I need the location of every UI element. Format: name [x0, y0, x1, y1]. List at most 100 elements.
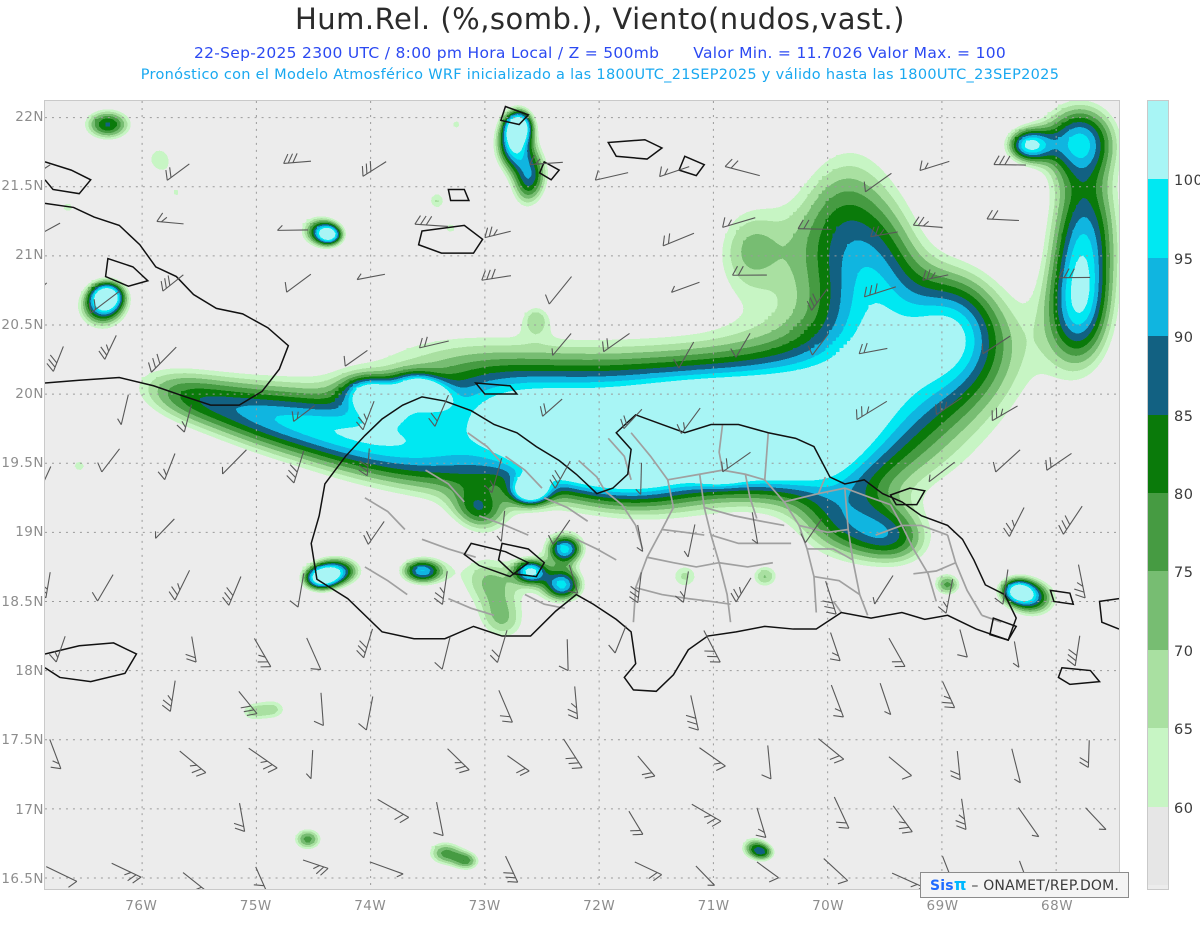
colorbar[interactable]: [1147, 100, 1169, 890]
y-tick-label: 19.5N: [1, 455, 44, 472]
province-border-17: [661, 528, 705, 536]
colorbar-band: [1148, 806, 1168, 885]
province-border-0: [630, 432, 675, 623]
coastline-tortuga: [473, 382, 519, 395]
wind-barb: [957, 629, 968, 658]
wind-barb: [620, 408, 643, 429]
coastline-cuba-east: [45, 202, 290, 406]
y-tick-label: 22N: [15, 108, 44, 125]
wind-barb: [434, 636, 451, 670]
coastline-gonave-island: [463, 542, 530, 578]
wind-barb: [356, 628, 374, 659]
wind-barb: [544, 276, 572, 305]
x-tick-label: 69W: [926, 898, 959, 914]
wind-barb: [567, 686, 579, 720]
humidity-band-90: [90, 114, 1099, 605]
wind-barb: [498, 690, 513, 723]
province-border-34: [364, 497, 406, 531]
wind-barb: [238, 691, 258, 716]
wind-barb: [222, 576, 242, 606]
wind-barb: [928, 461, 955, 483]
x-tick-label: 71W: [697, 898, 730, 914]
wind-barb: [433, 802, 444, 837]
wind-barb: [539, 398, 563, 417]
wind-barb: [563, 738, 583, 769]
y-tick-label: 18.5N: [1, 593, 44, 610]
wind-barb: [168, 570, 191, 601]
wind-barb: [447, 748, 470, 774]
wind-barb: [797, 219, 832, 230]
y-tick-label: 17.5N: [1, 732, 44, 749]
x-tick-label: 72W: [583, 898, 616, 914]
wind-barb: [858, 342, 888, 355]
wind-barb: [358, 448, 370, 477]
wind-barb: [88, 291, 120, 314]
wind-barb: [233, 803, 246, 832]
wind-barb: [165, 163, 190, 181]
province-border-21: [913, 561, 956, 575]
map-plot-area[interactable]: [44, 100, 1120, 890]
province-border-30: [467, 432, 503, 464]
x-tick-label: 75W: [239, 898, 272, 914]
wind-barb: [691, 803, 722, 827]
colorbar-band: [1148, 179, 1168, 258]
wind-barb: [503, 855, 519, 883]
colorbar-tick-label: 100: [1174, 173, 1200, 190]
wind-barb: [1066, 635, 1081, 667]
colorbar-tick-label: 75: [1174, 565, 1194, 582]
wind-barb: [45, 466, 52, 481]
wind-barb: [673, 341, 695, 369]
colorbar-tick-label: 85: [1174, 408, 1194, 425]
colorbar-band: [1148, 414, 1168, 493]
y-tick-label: 20.5N: [1, 316, 44, 333]
wind-barb: [551, 333, 572, 356]
wind-barb: [358, 696, 374, 731]
wind-barb: [547, 519, 571, 545]
wind-barb: [277, 225, 309, 231]
wind-barb: [724, 158, 760, 177]
wind-barb: [892, 805, 913, 834]
wind-barb: [829, 632, 841, 662]
wind-barb: [937, 579, 954, 614]
wind-barb: [111, 862, 142, 884]
wind-barbs-layer: [45, 153, 1107, 889]
wind-barb: [879, 683, 892, 716]
wind-barb: [756, 861, 779, 883]
wind-barb: [253, 866, 267, 889]
province-border-37: [364, 566, 408, 596]
wind-barb: [807, 333, 829, 356]
wind-barb: [355, 400, 375, 431]
y-tick-label: 16.5N: [1, 870, 44, 887]
wind-barb: [567, 564, 579, 594]
wind-barb: [922, 269, 949, 281]
wind-barb: [496, 510, 506, 542]
wind-barb: [1012, 641, 1020, 668]
province-border-20: [901, 524, 948, 536]
province-borders-layer: [364, 424, 1002, 623]
y-tick-label: 19N: [15, 524, 44, 541]
coastline-jamaica: [45, 642, 138, 683]
wind-barb: [699, 747, 726, 771]
wind-barb: [1085, 807, 1107, 830]
subtitle-line-1: 22-Sep-2025 2300 UTC / 8:00 pm Hora Loca…: [0, 44, 1200, 62]
credit-sis: Sis: [930, 878, 954, 894]
credit-badge: Sisπ – ONAMET/REP.DOM.: [920, 872, 1130, 898]
wind-barb: [636, 524, 644, 552]
province-border-10: [807, 548, 854, 561]
province-border-32: [425, 469, 465, 503]
wind-barb: [830, 684, 844, 718]
wind-barb: [751, 512, 759, 545]
wind-barb: [558, 639, 569, 672]
wind-barb: [855, 400, 888, 421]
wind-barb: [361, 161, 387, 177]
wind-barb: [823, 858, 849, 885]
wind-barb: [489, 630, 508, 663]
coastline-samana: [889, 487, 926, 506]
wind-barb: [1017, 807, 1040, 838]
wind-barb: [283, 153, 312, 164]
wind-barb: [950, 750, 961, 781]
wind-barb: [662, 232, 695, 247]
province-border-13: [704, 506, 785, 527]
coastline-cuba-north: [45, 161, 92, 195]
